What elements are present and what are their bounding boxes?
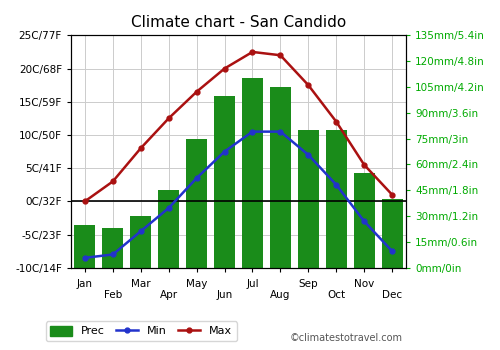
Text: Jul: Jul <box>246 279 259 289</box>
Bar <box>186 139 207 268</box>
Bar <box>158 190 179 268</box>
Bar <box>354 173 374 268</box>
Text: May: May <box>186 279 208 289</box>
Text: Aug: Aug <box>270 290 290 300</box>
Title: Climate chart - San Candido: Climate chart - San Candido <box>131 15 346 30</box>
Bar <box>214 96 235 268</box>
Bar <box>130 216 151 268</box>
Text: Feb: Feb <box>104 290 122 300</box>
Text: Jan: Jan <box>77 279 93 289</box>
Text: Oct: Oct <box>327 290 345 300</box>
Text: ©climatestotravel.com: ©climatestotravel.com <box>290 333 403 343</box>
Text: Jun: Jun <box>216 290 232 300</box>
Bar <box>102 228 124 268</box>
Text: Mar: Mar <box>131 279 150 289</box>
Text: Dec: Dec <box>382 290 402 300</box>
Bar <box>326 130 346 268</box>
Bar <box>270 87 291 268</box>
Bar <box>74 225 96 268</box>
Legend: Prec, Min, Max: Prec, Min, Max <box>46 321 237 341</box>
Bar <box>298 130 319 268</box>
Text: Apr: Apr <box>160 290 178 300</box>
Bar <box>382 199 402 268</box>
Text: Nov: Nov <box>354 279 374 289</box>
Bar <box>242 78 263 268</box>
Text: Sep: Sep <box>298 279 318 289</box>
